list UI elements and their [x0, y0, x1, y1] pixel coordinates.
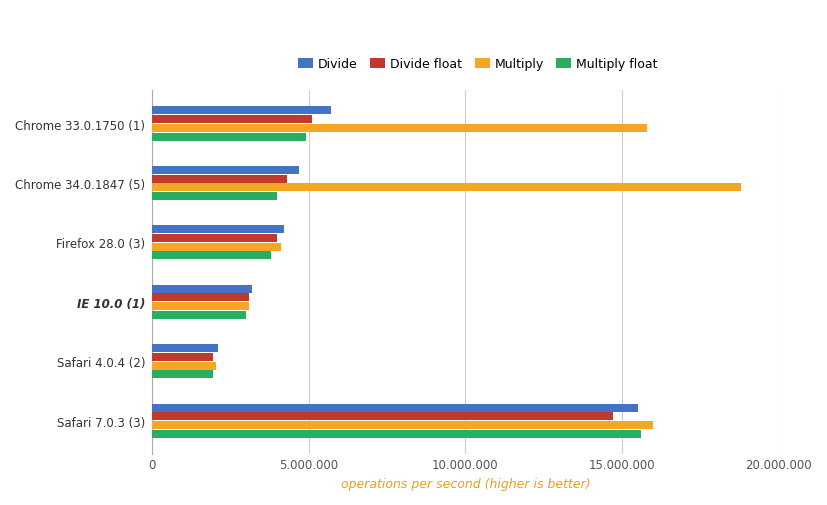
Bar [152, 294, 249, 302]
Bar [152, 413, 613, 421]
Bar [152, 404, 638, 412]
Bar [152, 344, 218, 352]
Bar [152, 193, 277, 200]
Legend: Divide, Divide float, Multiply, Multiply float: Divide, Divide float, Multiply, Multiply… [293, 54, 663, 76]
Bar [152, 175, 287, 183]
Bar [152, 252, 271, 260]
Bar [152, 184, 741, 192]
Bar [152, 167, 299, 175]
Bar [152, 353, 213, 361]
Bar [152, 371, 213, 379]
Bar [152, 133, 306, 141]
Bar [152, 243, 280, 251]
Bar [152, 125, 647, 133]
Bar [152, 430, 641, 438]
Bar [152, 107, 331, 115]
Bar [152, 302, 249, 311]
X-axis label: operations per second (higher is better): operations per second (higher is better) [341, 477, 590, 490]
Bar [152, 285, 252, 293]
Bar [152, 116, 312, 124]
Bar [152, 226, 284, 234]
Bar [152, 311, 246, 319]
Bar [152, 421, 653, 429]
Bar [152, 235, 277, 242]
Bar [152, 362, 217, 370]
